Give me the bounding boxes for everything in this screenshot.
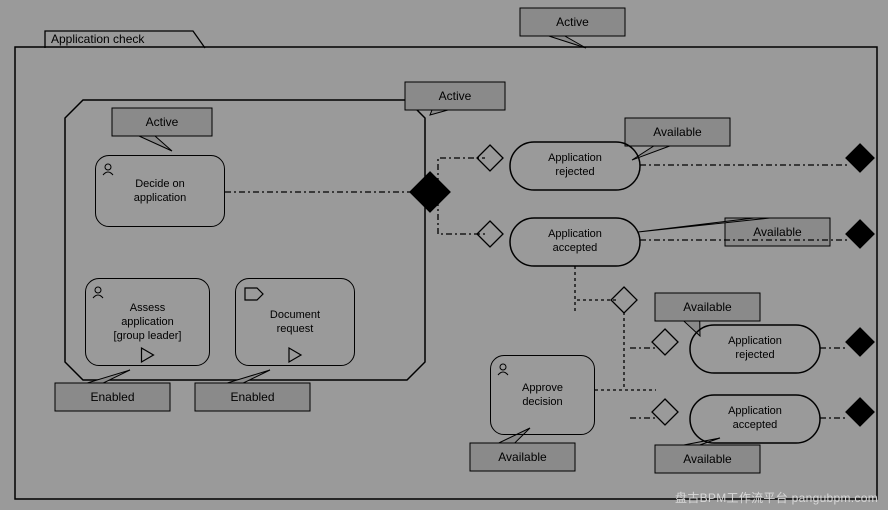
task-docreq: Documentrequest (235, 278, 355, 366)
event-acc2: Applicationaccepted (690, 395, 820, 443)
task-assess: Assessapplication[group leader] (85, 278, 210, 366)
task-decide: Decide onapplication (95, 155, 225, 227)
frame-title: Application check (51, 32, 144, 46)
state-enabled_l: Enabled (55, 383, 170, 411)
state-enabled_r: Enabled (195, 383, 310, 411)
state-avail_rej1: Available (625, 118, 730, 146)
state-avail_acc1: Available (725, 218, 830, 246)
state-active_left: Active (112, 108, 212, 136)
task-approve: Approvedecision (490, 355, 595, 435)
watermark-text: 盘古BPM工作流平台 pangubpm.com (675, 489, 878, 506)
state-avail_rej2: Available (655, 293, 760, 321)
state-active_top: Active (520, 8, 625, 36)
diagram-canvas: Application check Active Active Active Avail… (0, 0, 888, 510)
state-avail_appr: Available (470, 443, 575, 471)
event-rej2: Applicationrejected (690, 325, 820, 373)
event-acc1: Applicationaccepted (510, 218, 640, 266)
state-active_mid: Active (405, 82, 505, 110)
state-avail_acc2: Available (655, 445, 760, 473)
event-rej1: Applicationrejected (510, 142, 640, 190)
